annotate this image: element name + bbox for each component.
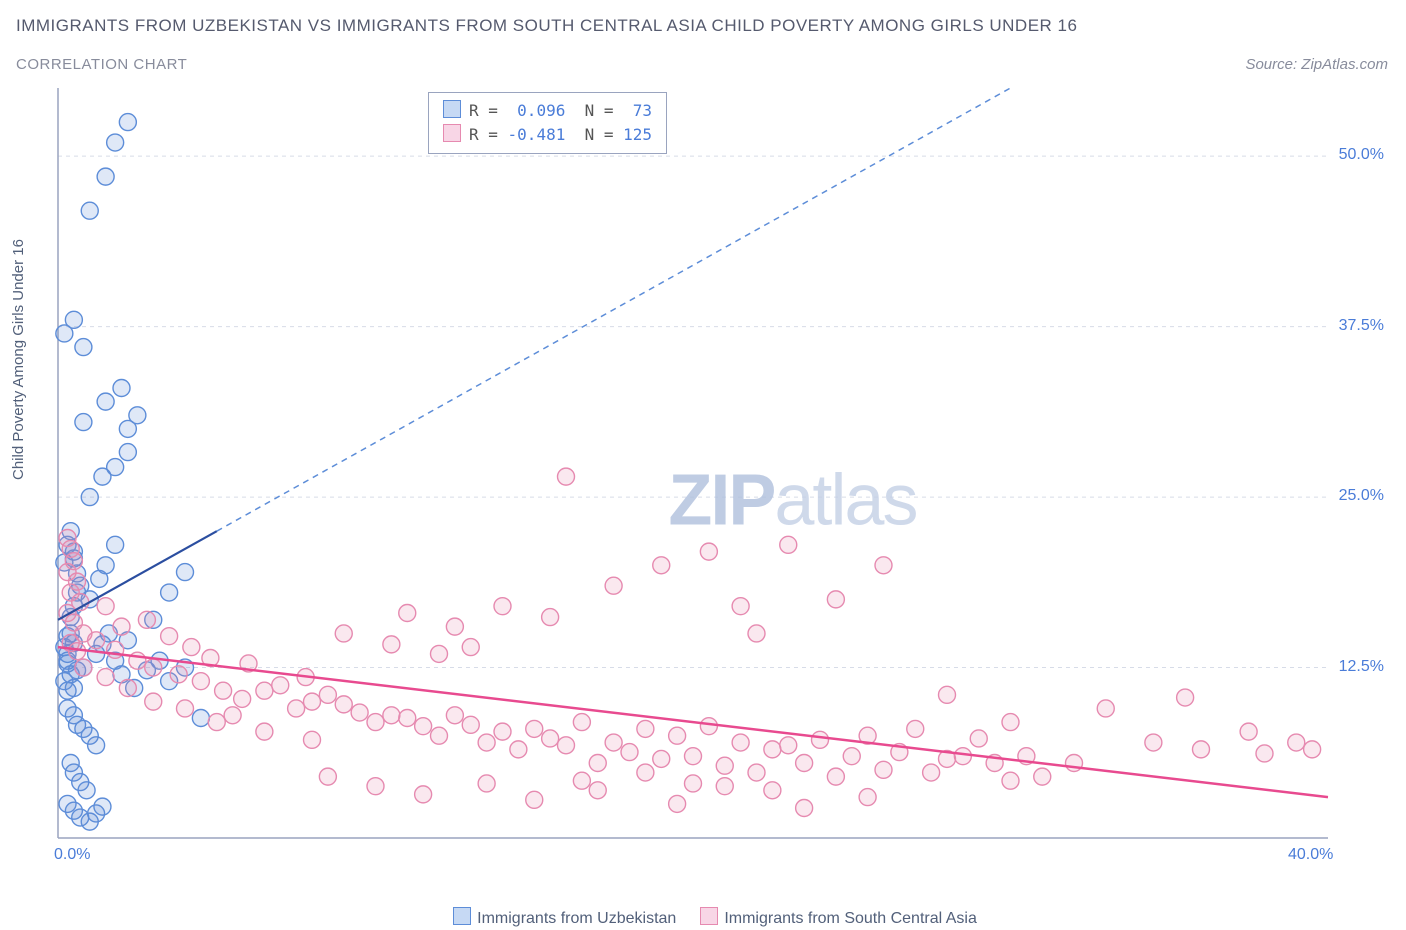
chart-subtitle: CORRELATION CHART bbox=[16, 56, 187, 73]
correlation-legend: R = 0.096 N = 73R = -0.481 N = 125 bbox=[428, 92, 667, 154]
y-axis-label: Child Poverty Among Girls Under 16 bbox=[10, 239, 27, 480]
scatter-chart bbox=[48, 88, 1388, 880]
legend-label: Immigrants from Uzbekistan bbox=[477, 910, 676, 927]
legend-label: Immigrants from South Central Asia bbox=[724, 910, 977, 927]
legend-swatch bbox=[700, 907, 718, 925]
y-tick-label: 25.0% bbox=[1339, 487, 1384, 505]
y-tick-label: 37.5% bbox=[1339, 317, 1384, 335]
x-tick-label: 0.0% bbox=[54, 846, 90, 864]
chart-title: IMMIGRANTS FROM UZBEKISTAN VS IMMIGRANTS… bbox=[16, 16, 1077, 36]
series-legend: Immigrants from Uzbekistan Immigrants fro… bbox=[0, 907, 1406, 928]
x-tick-label: 40.0% bbox=[1288, 846, 1333, 864]
legend-swatch bbox=[453, 907, 471, 925]
y-tick-label: 50.0% bbox=[1339, 146, 1384, 164]
source-label: Source: ZipAtlas.com bbox=[1245, 56, 1388, 73]
chart-plot: ZIPatlas R = 0.096 N = 73R = -0.481 N = … bbox=[48, 88, 1388, 880]
y-tick-label: 12.5% bbox=[1339, 658, 1384, 676]
